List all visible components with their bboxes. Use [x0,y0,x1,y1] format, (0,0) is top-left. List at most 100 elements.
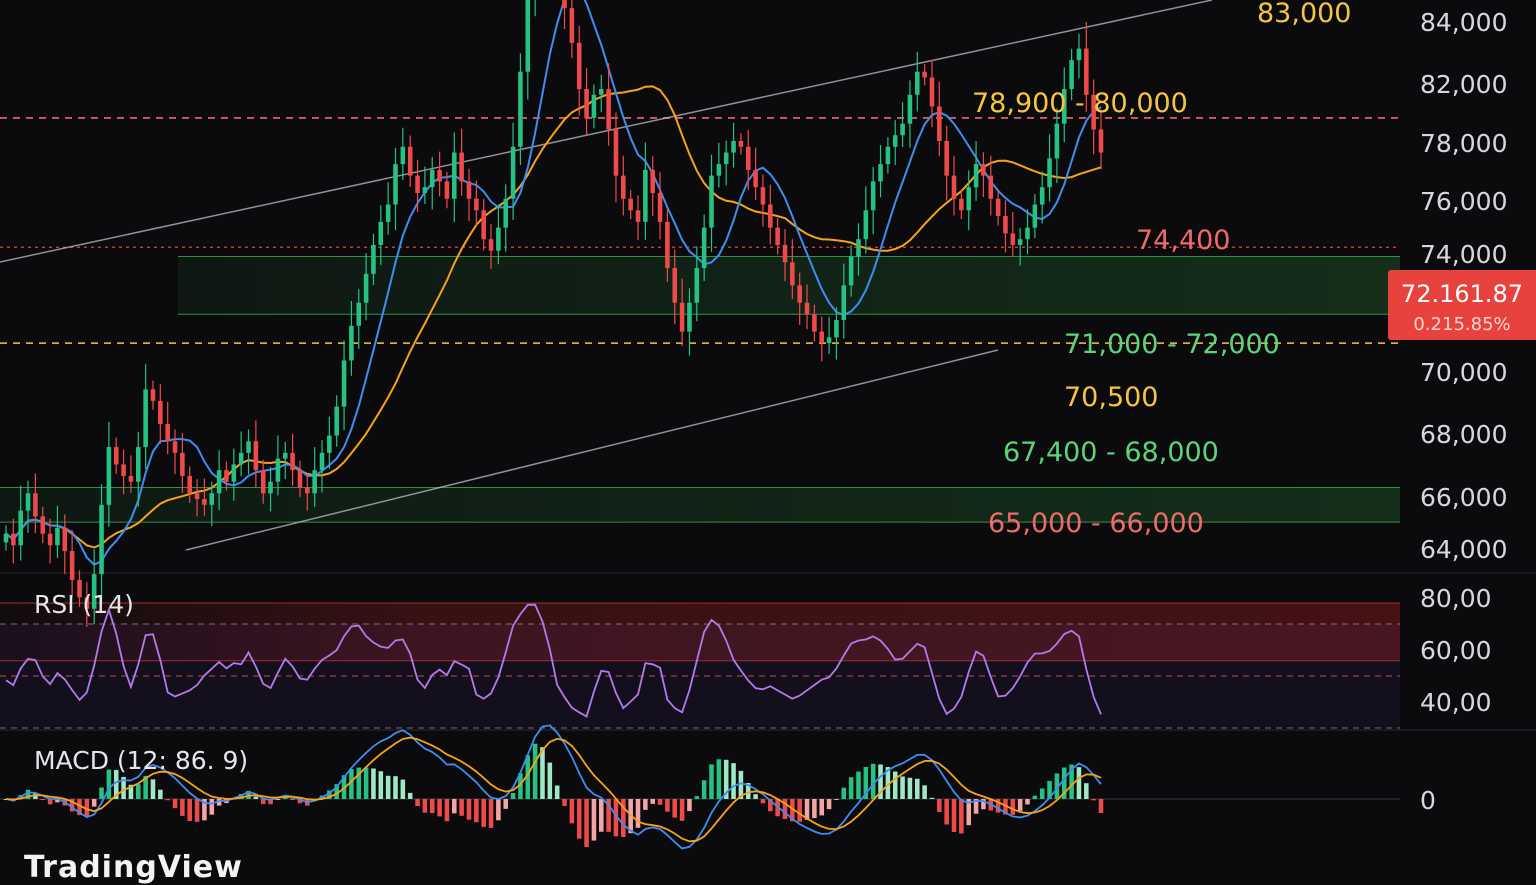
candle-body-120 [885,146,891,165]
candle-body-56 [415,175,420,193]
candle-body-112 [826,337,832,344]
candle-body-18 [136,447,141,482]
candle-body-16 [121,464,126,476]
candle-body-67 [496,227,501,251]
candle-body-10 [77,579,82,598]
macd-bar-77 [569,799,575,824]
macd-bar-140 [1032,795,1038,799]
candle-body-40 [297,470,303,488]
candle-body-11 [84,597,90,609]
candle-body-39 [290,452,295,471]
macd-bar-36 [268,799,273,805]
candle-body-124 [914,71,920,95]
macd-bar-100 [738,770,744,799]
macd-bar-111 [819,799,825,816]
macd-bar-52 [385,775,391,799]
candle-body-47 [349,325,354,361]
candle-body-126 [929,77,935,107]
macd-bar-24 [180,799,185,816]
candle-body-62 [459,152,464,182]
macd-bar-55 [407,792,413,799]
candle-body-1 [11,533,16,546]
candle-body-117 [863,210,869,240]
candle-body-133 [981,164,986,176]
candle-body-8 [62,527,68,552]
candle-body-84 [621,175,626,199]
candle-body-97 [716,164,722,176]
candle-body-138 [1017,239,1023,245]
macd-bar-29 [216,799,222,806]
macd-bar-101 [745,783,751,799]
candle-body-149 [1098,129,1104,153]
macd-bar-147 [1084,783,1089,799]
candle-body-79 [584,89,589,118]
candle-body-131 [966,187,971,211]
macd-bar-149 [1098,799,1104,813]
level-label-83000: 83,000 [1257,0,1352,29]
macd-bar-17 [128,784,134,799]
macd-bar-94 [694,796,700,799]
ma-fast-line [5,0,1102,566]
macd-bar-90 [665,799,670,812]
moving-averages [5,0,1102,566]
zone-label-78900-80000: 78,900 - 80,000 [972,88,1188,119]
macd-bar-58 [429,799,435,814]
candle-body-55 [407,146,413,176]
candle-body-53 [393,164,398,205]
candle-body-70 [518,71,523,147]
candle-body-82 [606,89,611,130]
macd-bar-146 [1076,767,1082,799]
macd-bar-14 [106,769,112,799]
candle-body-116 [856,239,861,257]
macd-bar-110 [812,799,817,819]
macd-bar-13 [99,787,104,799]
macd-bar-54 [400,779,406,799]
macd-bar-19 [143,775,148,799]
candle-body-48 [356,302,362,326]
macd-bar-66 [488,799,494,828]
macd-bar-84 [621,799,626,837]
zone-support-1 [178,256,1400,315]
macd-bar-129 [951,799,957,832]
candle-body-63 [466,181,472,199]
y-tick-68000: 68,000 [1420,420,1508,449]
price-chart-svg[interactable] [0,0,1536,864]
macd-bar-103 [760,799,766,804]
candle-body-111 [819,331,825,344]
candle-body-121 [892,135,898,147]
macd-bar-115 [848,777,854,799]
macd-bar-112 [826,799,832,810]
candle-body-145 [1069,60,1074,90]
macd-bar-32 [238,793,244,799]
candle-body-7 [55,527,60,546]
macd-bar-124 [914,778,920,799]
candle-body-109 [804,302,810,315]
rsi-tick-80: 80,00 [1420,584,1492,613]
level-label-70500: 70,500 [1064,382,1159,413]
macd-bar-107 [790,799,795,822]
candle-body-61 [452,152,457,199]
candle-body-41 [305,487,310,494]
current-price: 72.161.87 [1400,280,1524,308]
macd-bar-25 [187,799,193,822]
candle-body-93 [687,302,692,332]
candle-body-108 [797,285,802,303]
macd-bar-99 [731,763,736,799]
macd-bar-20 [150,779,156,799]
candle-body-100 [738,141,744,147]
candle-body-106 [782,244,788,263]
candle-body-35 [260,470,266,494]
candle-body-12 [91,574,97,609]
macd-bar-70 [518,773,523,799]
y-tick-66000: 66,000 [1420,483,1508,512]
candle-body-129 [951,175,957,199]
candle-body-78 [576,42,582,90]
candle-body-58 [429,169,435,188]
macd-bar-78 [576,799,582,839]
macd-bar-80 [591,799,597,841]
y-tick-70000: 70,000 [1420,358,1508,387]
macd-bar-16 [121,776,126,799]
macd-bar-45 [334,784,339,799]
candle-body-94 [694,268,700,303]
candle-body-54 [400,146,406,165]
